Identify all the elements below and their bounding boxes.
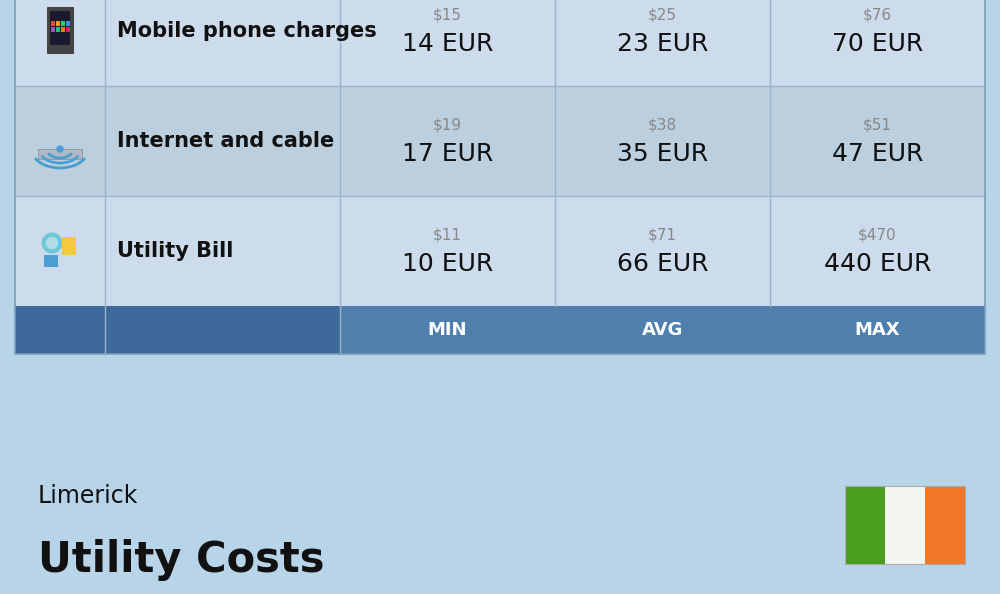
Bar bbox=[51, 27, 55, 32]
Bar bbox=[56, 27, 60, 32]
Bar bbox=[15, 196, 985, 306]
Bar bbox=[66, 21, 70, 26]
Text: $15: $15 bbox=[433, 8, 462, 23]
Bar bbox=[50, 11, 70, 45]
Bar bbox=[38, 149, 82, 159]
Text: 14 EUR: 14 EUR bbox=[402, 32, 493, 56]
Text: Utility Bill: Utility Bill bbox=[117, 241, 233, 261]
Text: 23 EUR: 23 EUR bbox=[617, 32, 708, 56]
Text: Utility Costs: Utility Costs bbox=[38, 539, 324, 581]
Text: 17 EUR: 17 EUR bbox=[402, 142, 493, 166]
Text: $71: $71 bbox=[648, 228, 677, 242]
Circle shape bbox=[57, 146, 63, 152]
Text: $11: $11 bbox=[433, 228, 462, 242]
Text: 440 EUR: 440 EUR bbox=[824, 252, 931, 276]
Text: 66 EUR: 66 EUR bbox=[617, 252, 708, 276]
Text: $19: $19 bbox=[433, 118, 462, 132]
Bar bbox=[15, 306, 985, 354]
Text: 70 EUR: 70 EUR bbox=[832, 32, 923, 56]
Text: Internet and cable: Internet and cable bbox=[117, 131, 334, 151]
Text: $38: $38 bbox=[648, 118, 677, 132]
Bar bbox=[61, 27, 65, 32]
Text: AVG: AVG bbox=[642, 321, 683, 339]
Bar bbox=[15, 86, 985, 196]
Bar bbox=[66, 27, 70, 32]
Text: $25: $25 bbox=[648, 8, 677, 23]
Bar bbox=[44, 255, 58, 267]
Circle shape bbox=[46, 238, 58, 249]
Text: MAX: MAX bbox=[855, 321, 900, 339]
Bar bbox=[845, 486, 965, 564]
Bar bbox=[61, 21, 65, 26]
Text: 35 EUR: 35 EUR bbox=[617, 142, 708, 166]
Bar bbox=[47, 7, 73, 53]
Bar bbox=[15, 0, 985, 354]
Bar bbox=[62, 237, 76, 255]
Text: MIN: MIN bbox=[428, 321, 467, 339]
Text: 10 EUR: 10 EUR bbox=[402, 252, 493, 276]
Text: $51: $51 bbox=[863, 118, 892, 132]
Bar bbox=[15, 306, 340, 354]
Text: Limerick: Limerick bbox=[38, 484, 138, 508]
Text: Mobile phone charges: Mobile phone charges bbox=[117, 21, 377, 41]
Circle shape bbox=[42, 233, 62, 253]
Text: $76: $76 bbox=[863, 8, 892, 23]
Bar bbox=[56, 21, 60, 26]
Bar bbox=[845, 486, 885, 564]
Bar bbox=[925, 486, 965, 564]
Bar bbox=[15, 0, 985, 86]
Text: $470: $470 bbox=[858, 228, 897, 242]
Bar bbox=[51, 21, 55, 26]
Bar bbox=[885, 486, 925, 564]
Text: 47 EUR: 47 EUR bbox=[832, 142, 923, 166]
